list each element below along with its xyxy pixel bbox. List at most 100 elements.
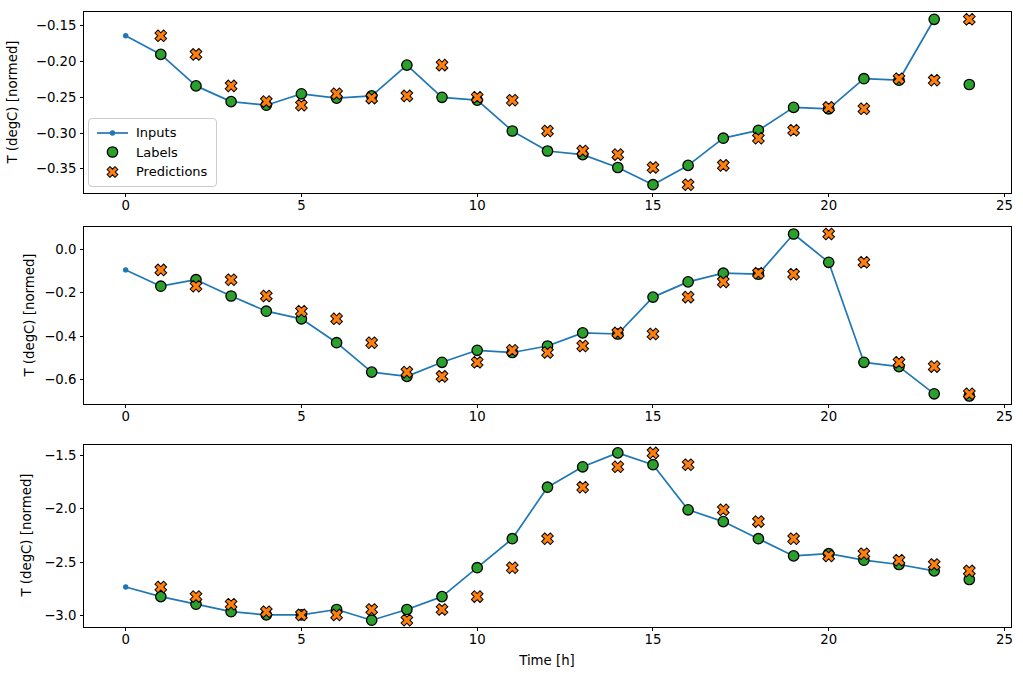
predictions-point — [469, 354, 486, 371]
x-tick-label: 10 — [469, 632, 486, 647]
predictions-point — [855, 100, 872, 117]
axes-frame — [84, 226, 1012, 404]
labels-point — [613, 162, 623, 172]
y-tick-label: −0.20 — [36, 54, 77, 69]
predictions-point — [715, 157, 732, 174]
predictions-point — [609, 146, 626, 163]
y-axis-label-text: T (degC) [normed] — [22, 253, 37, 376]
labels-circle-icon — [96, 144, 129, 160]
labels-point — [437, 92, 447, 102]
predictions-point — [820, 225, 837, 242]
labels-point — [542, 146, 552, 156]
inputs-point — [123, 33, 128, 38]
legend-dot-sample — [110, 130, 115, 135]
labels-point — [578, 328, 588, 338]
x-tick-label: 20 — [820, 198, 837, 213]
x-tick-label: 5 — [297, 632, 305, 647]
predictions-point — [433, 368, 450, 385]
legend-circle-sample — [107, 147, 117, 157]
labels-point — [507, 126, 517, 136]
x-tick-label: 5 — [297, 409, 305, 424]
predictions-point — [961, 11, 978, 28]
x-tick-label: 15 — [644, 632, 661, 647]
predictions-point — [363, 334, 380, 351]
y-tick-label: −3.0 — [44, 608, 76, 623]
y-axis-label-subplot-1: T (degC) [normed] — [6, 40, 19, 163]
labels-point — [156, 281, 166, 291]
predictions-point — [433, 56, 450, 73]
labels-point — [542, 482, 552, 492]
labels-point — [683, 160, 693, 170]
labels-point — [437, 591, 447, 601]
inputs-line — [126, 19, 935, 184]
labels-point — [648, 460, 658, 470]
x-tick-label: 15 — [644, 409, 661, 424]
labels-point — [613, 448, 623, 458]
x-axis: 0510152025 — [121, 627, 1012, 647]
labels-point — [156, 49, 166, 59]
inputs-line — [126, 234, 935, 394]
predictions-point — [785, 122, 802, 139]
labels-point — [226, 291, 236, 301]
predictions-point — [328, 310, 345, 327]
predictions-point — [222, 77, 239, 94]
labels-point — [788, 102, 798, 112]
labels-point — [156, 591, 166, 601]
legend-x-sample — [105, 164, 121, 180]
predictions-point — [855, 254, 872, 271]
y-tick-label: −0.25 — [36, 90, 77, 105]
x-tick-label: 20 — [820, 409, 837, 424]
time-series-figure: 0510152025−0.15−0.20−0.25−0.30−0.3505101… — [0, 0, 1023, 679]
predictions-point — [926, 72, 943, 89]
labels-point — [367, 367, 377, 377]
labels-point — [929, 14, 939, 24]
inputs-point — [123, 584, 128, 589]
labels-point — [331, 338, 341, 348]
predictions-point — [644, 159, 661, 176]
predictions-point — [574, 337, 591, 354]
inputs-point — [123, 267, 128, 272]
labels-point — [472, 563, 482, 573]
predictions-x-icon — [96, 164, 129, 180]
x-tick-label: 0 — [121, 409, 129, 424]
labels-point — [402, 60, 412, 70]
y-tick-label: −0.35 — [36, 161, 77, 176]
labels-point — [402, 604, 412, 614]
legend-label: Predictions — [136, 165, 207, 178]
predictions-point — [258, 287, 275, 304]
labels-point — [683, 277, 693, 287]
predictions-point — [574, 479, 591, 496]
predictions-point — [504, 92, 521, 109]
predictions-point — [679, 456, 696, 473]
predictions-point — [644, 325, 661, 342]
predictions-point — [679, 176, 696, 193]
predictions-point — [152, 27, 169, 44]
labels-point — [472, 345, 482, 355]
y-tick-label: −2.0 — [44, 501, 76, 516]
labels-point — [191, 81, 201, 91]
x-tick-label: 15 — [644, 198, 661, 213]
y-axis-label-subplot-3: T (degC) [normed] — [20, 473, 33, 596]
predictions-point — [926, 358, 943, 375]
labels-point — [648, 292, 658, 302]
labels-point — [859, 74, 869, 84]
x-axis: 0510152025 — [121, 404, 1012, 424]
labels-point — [437, 357, 447, 367]
subplots-canvas: 0510152025−0.15−0.20−0.25−0.30−0.3505101… — [0, 0, 1023, 679]
labels-point — [824, 257, 834, 267]
labels-point — [753, 534, 763, 544]
legend-entry-predictions: Predictions — [96, 162, 207, 182]
labels-point — [507, 534, 517, 544]
y-axis-label-text: T (degC) [normed] — [5, 40, 20, 163]
y-axis-label-subplot-2: T (degC) [normed] — [23, 253, 36, 376]
y-tick-label: −0.15 — [36, 18, 77, 33]
labels-point — [367, 615, 377, 625]
labels-point — [648, 180, 658, 190]
y-tick-label: −0.2 — [44, 285, 76, 300]
legend-entry-inputs: Inputs — [96, 123, 207, 143]
legend-entry-labels: Labels — [96, 143, 207, 163]
x-tick-label: 5 — [297, 198, 305, 213]
labels-point — [788, 229, 798, 239]
predictions-point — [187, 46, 204, 63]
y-tick-label: −1.5 — [44, 448, 76, 463]
